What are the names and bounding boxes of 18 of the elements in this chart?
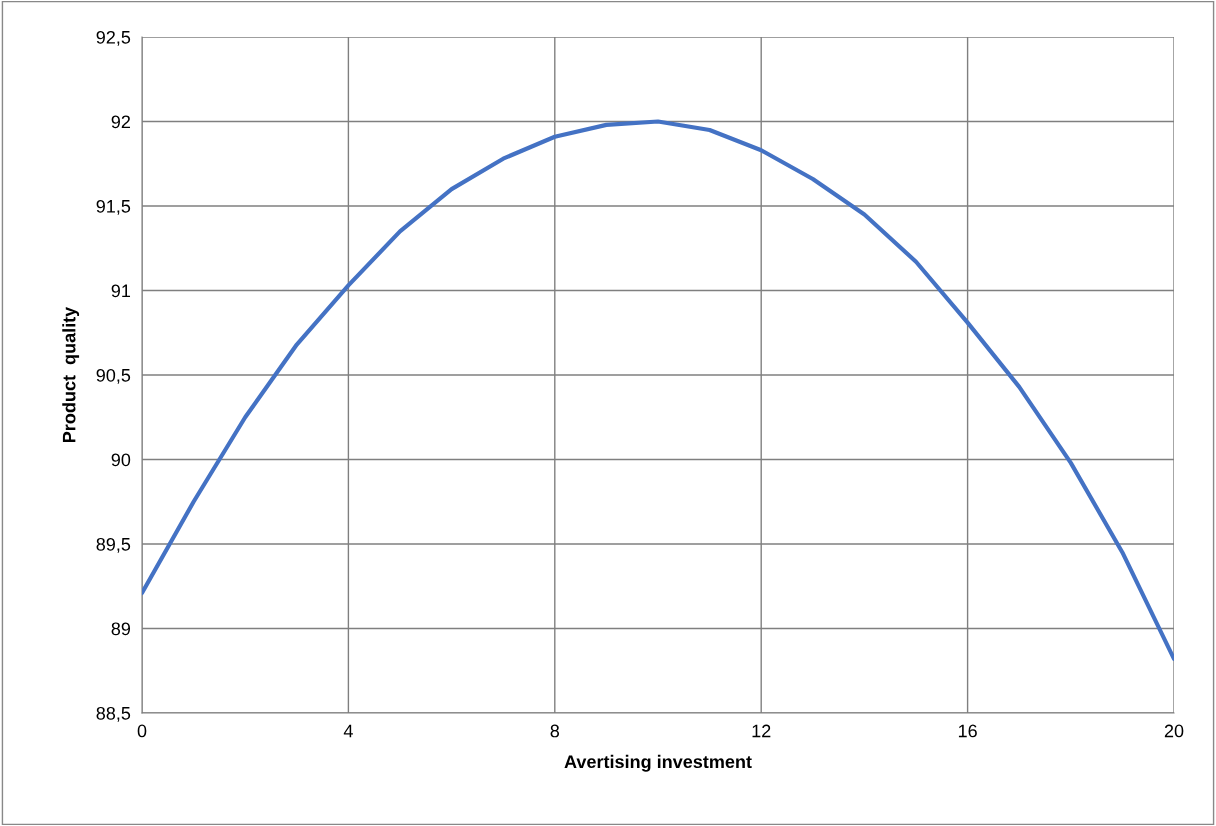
x-tick-label: 8 [550,724,560,738]
y-tick-label: 91,5 [96,199,131,215]
x-tick-label: 12 [752,724,771,738]
x-axis-title: Avertising investment [564,754,752,772]
y-axis-title: Product quality [62,306,80,442]
y-tick-label: 91 [111,284,131,298]
y-tick-label: 89,5 [96,537,131,553]
y-tick-label: 92 [111,115,130,129]
y-tick-label: 90 [111,453,131,467]
x-tick-label: 4 [343,724,353,738]
x-tick-label: 0 [137,724,147,738]
y-tick-label: 89 [111,622,131,636]
x-tick-label: 20 [1164,724,1184,738]
line-series [142,119,1174,662]
y-tick-label: 92,5 [96,30,131,46]
y-tick-label: 90,5 [96,368,131,384]
y-tick-label: 88,5 [96,706,131,722]
x-tick-label: 16 [958,724,977,738]
